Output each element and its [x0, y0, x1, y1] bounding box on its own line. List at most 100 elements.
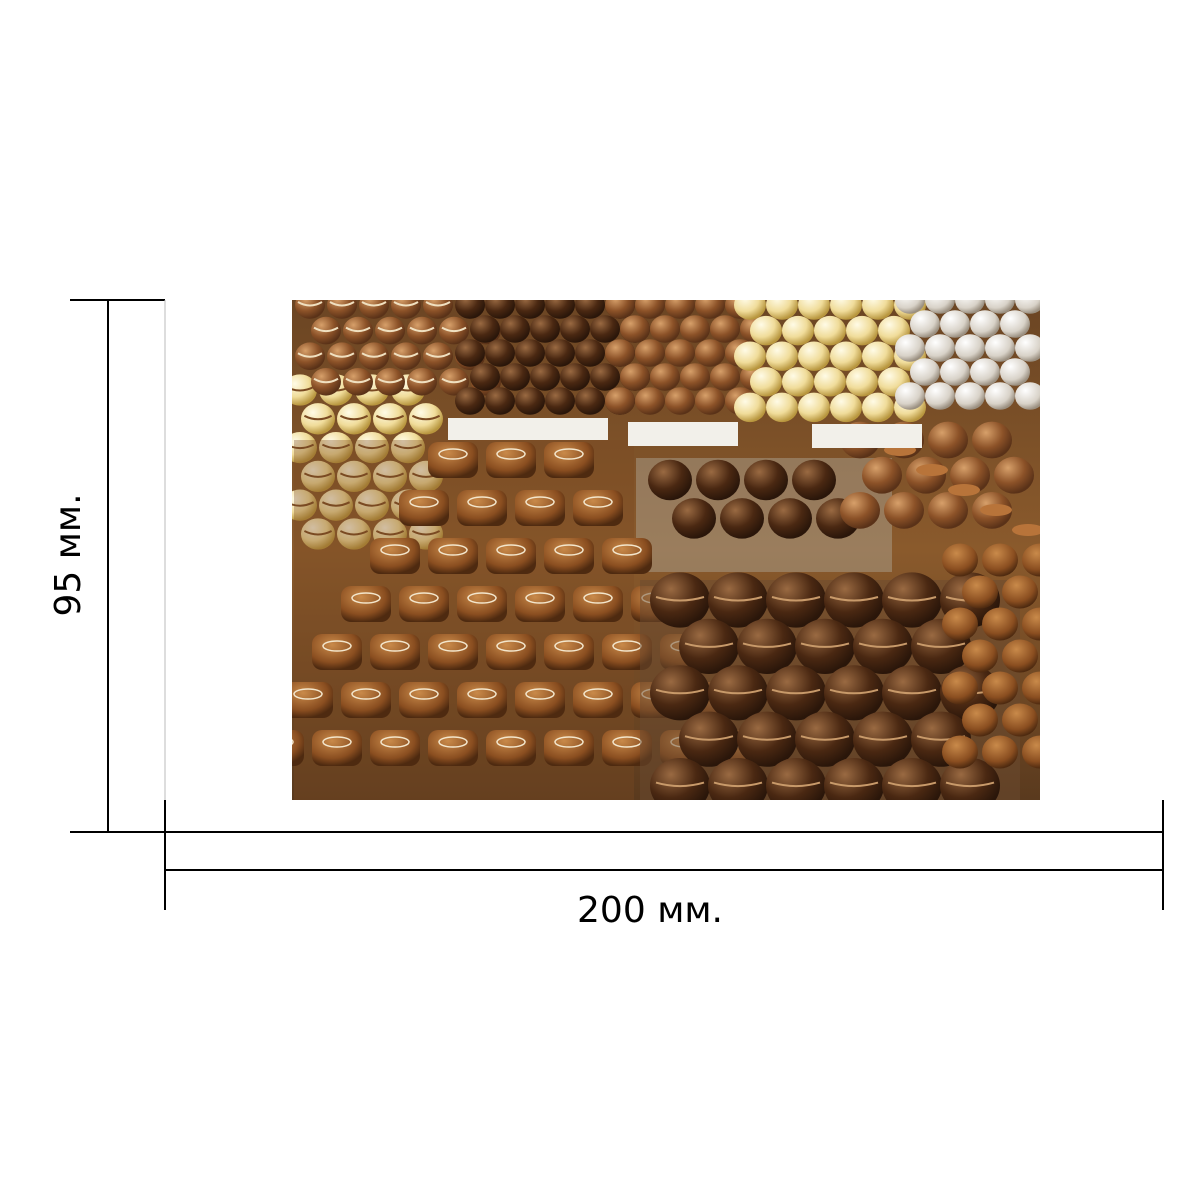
candy [351, 688, 381, 700]
candy [457, 586, 507, 622]
candy [380, 736, 410, 748]
candy [496, 448, 526, 460]
candy [635, 387, 665, 415]
candy [895, 300, 925, 314]
candy [467, 496, 497, 508]
candy [470, 363, 500, 391]
candy [830, 341, 862, 371]
candy [500, 363, 530, 391]
candy [605, 339, 635, 367]
candy [303, 472, 333, 478]
candy [455, 300, 485, 319]
candy [292, 730, 304, 766]
candy [575, 300, 605, 319]
candy [545, 339, 575, 367]
candy [994, 456, 1034, 494]
candy [357, 501, 387, 507]
candy [680, 363, 710, 391]
candy [710, 315, 740, 343]
candy [713, 688, 763, 695]
candy [800, 735, 850, 741]
candy [409, 326, 435, 333]
candy [544, 634, 594, 670]
candy [457, 682, 507, 718]
candy [455, 387, 485, 415]
candy [357, 443, 387, 450]
candy [303, 414, 333, 421]
candy [970, 310, 1000, 338]
price-card [448, 418, 608, 440]
candy [467, 688, 497, 700]
candy [292, 682, 333, 718]
candy [573, 586, 623, 622]
candy [485, 300, 515, 319]
candy [895, 382, 925, 410]
candy [985, 334, 1015, 362]
candy [438, 544, 468, 556]
candy [605, 387, 635, 415]
candy [655, 688, 705, 695]
candy [925, 300, 955, 314]
candy [830, 300, 862, 320]
candy [942, 735, 978, 769]
candy [798, 300, 830, 320]
candy [650, 315, 680, 343]
candy [411, 414, 441, 421]
candy [575, 387, 605, 415]
candy [680, 315, 710, 343]
candy [525, 496, 555, 508]
candy [925, 334, 955, 362]
candy [409, 496, 439, 508]
candy [544, 730, 594, 766]
candy [742, 642, 792, 648]
candy [858, 735, 908, 741]
candy [771, 688, 821, 695]
candy [798, 392, 830, 423]
candy [742, 735, 792, 741]
candy [1022, 607, 1040, 641]
candy [486, 442, 536, 478]
candy [292, 386, 315, 392]
candy [292, 739, 294, 745]
candy [800, 642, 850, 648]
candy [455, 339, 485, 367]
candy [734, 341, 766, 371]
candy [695, 387, 725, 415]
candy [361, 352, 387, 358]
height-label: 95 мм. [48, 493, 89, 616]
candy [798, 341, 830, 371]
candy [650, 363, 680, 391]
candy [441, 377, 467, 384]
candy [393, 352, 419, 358]
candy [590, 315, 620, 343]
candy [655, 781, 705, 788]
candy [846, 315, 878, 346]
candy [862, 300, 894, 320]
candy [1022, 735, 1040, 769]
candy [768, 498, 812, 539]
candy [840, 492, 880, 529]
candy [341, 586, 391, 622]
candy [361, 301, 387, 307]
candy [467, 592, 497, 604]
candy [948, 484, 980, 496]
candy [496, 736, 526, 748]
candy [955, 382, 985, 410]
candy [573, 682, 623, 718]
candy [375, 414, 405, 421]
price-card [628, 422, 738, 446]
candy [515, 300, 545, 319]
candy [665, 300, 695, 319]
candy [575, 339, 605, 367]
candy [650, 758, 710, 800]
candy [771, 781, 821, 788]
candy [545, 387, 575, 415]
candy [648, 459, 692, 501]
height-dimension: 95 мм. [48, 299, 166, 833]
candy [438, 640, 468, 652]
candy [428, 538, 478, 574]
candy [1000, 310, 1030, 338]
candy [940, 310, 970, 338]
candy [292, 501, 315, 507]
candy [370, 634, 420, 670]
